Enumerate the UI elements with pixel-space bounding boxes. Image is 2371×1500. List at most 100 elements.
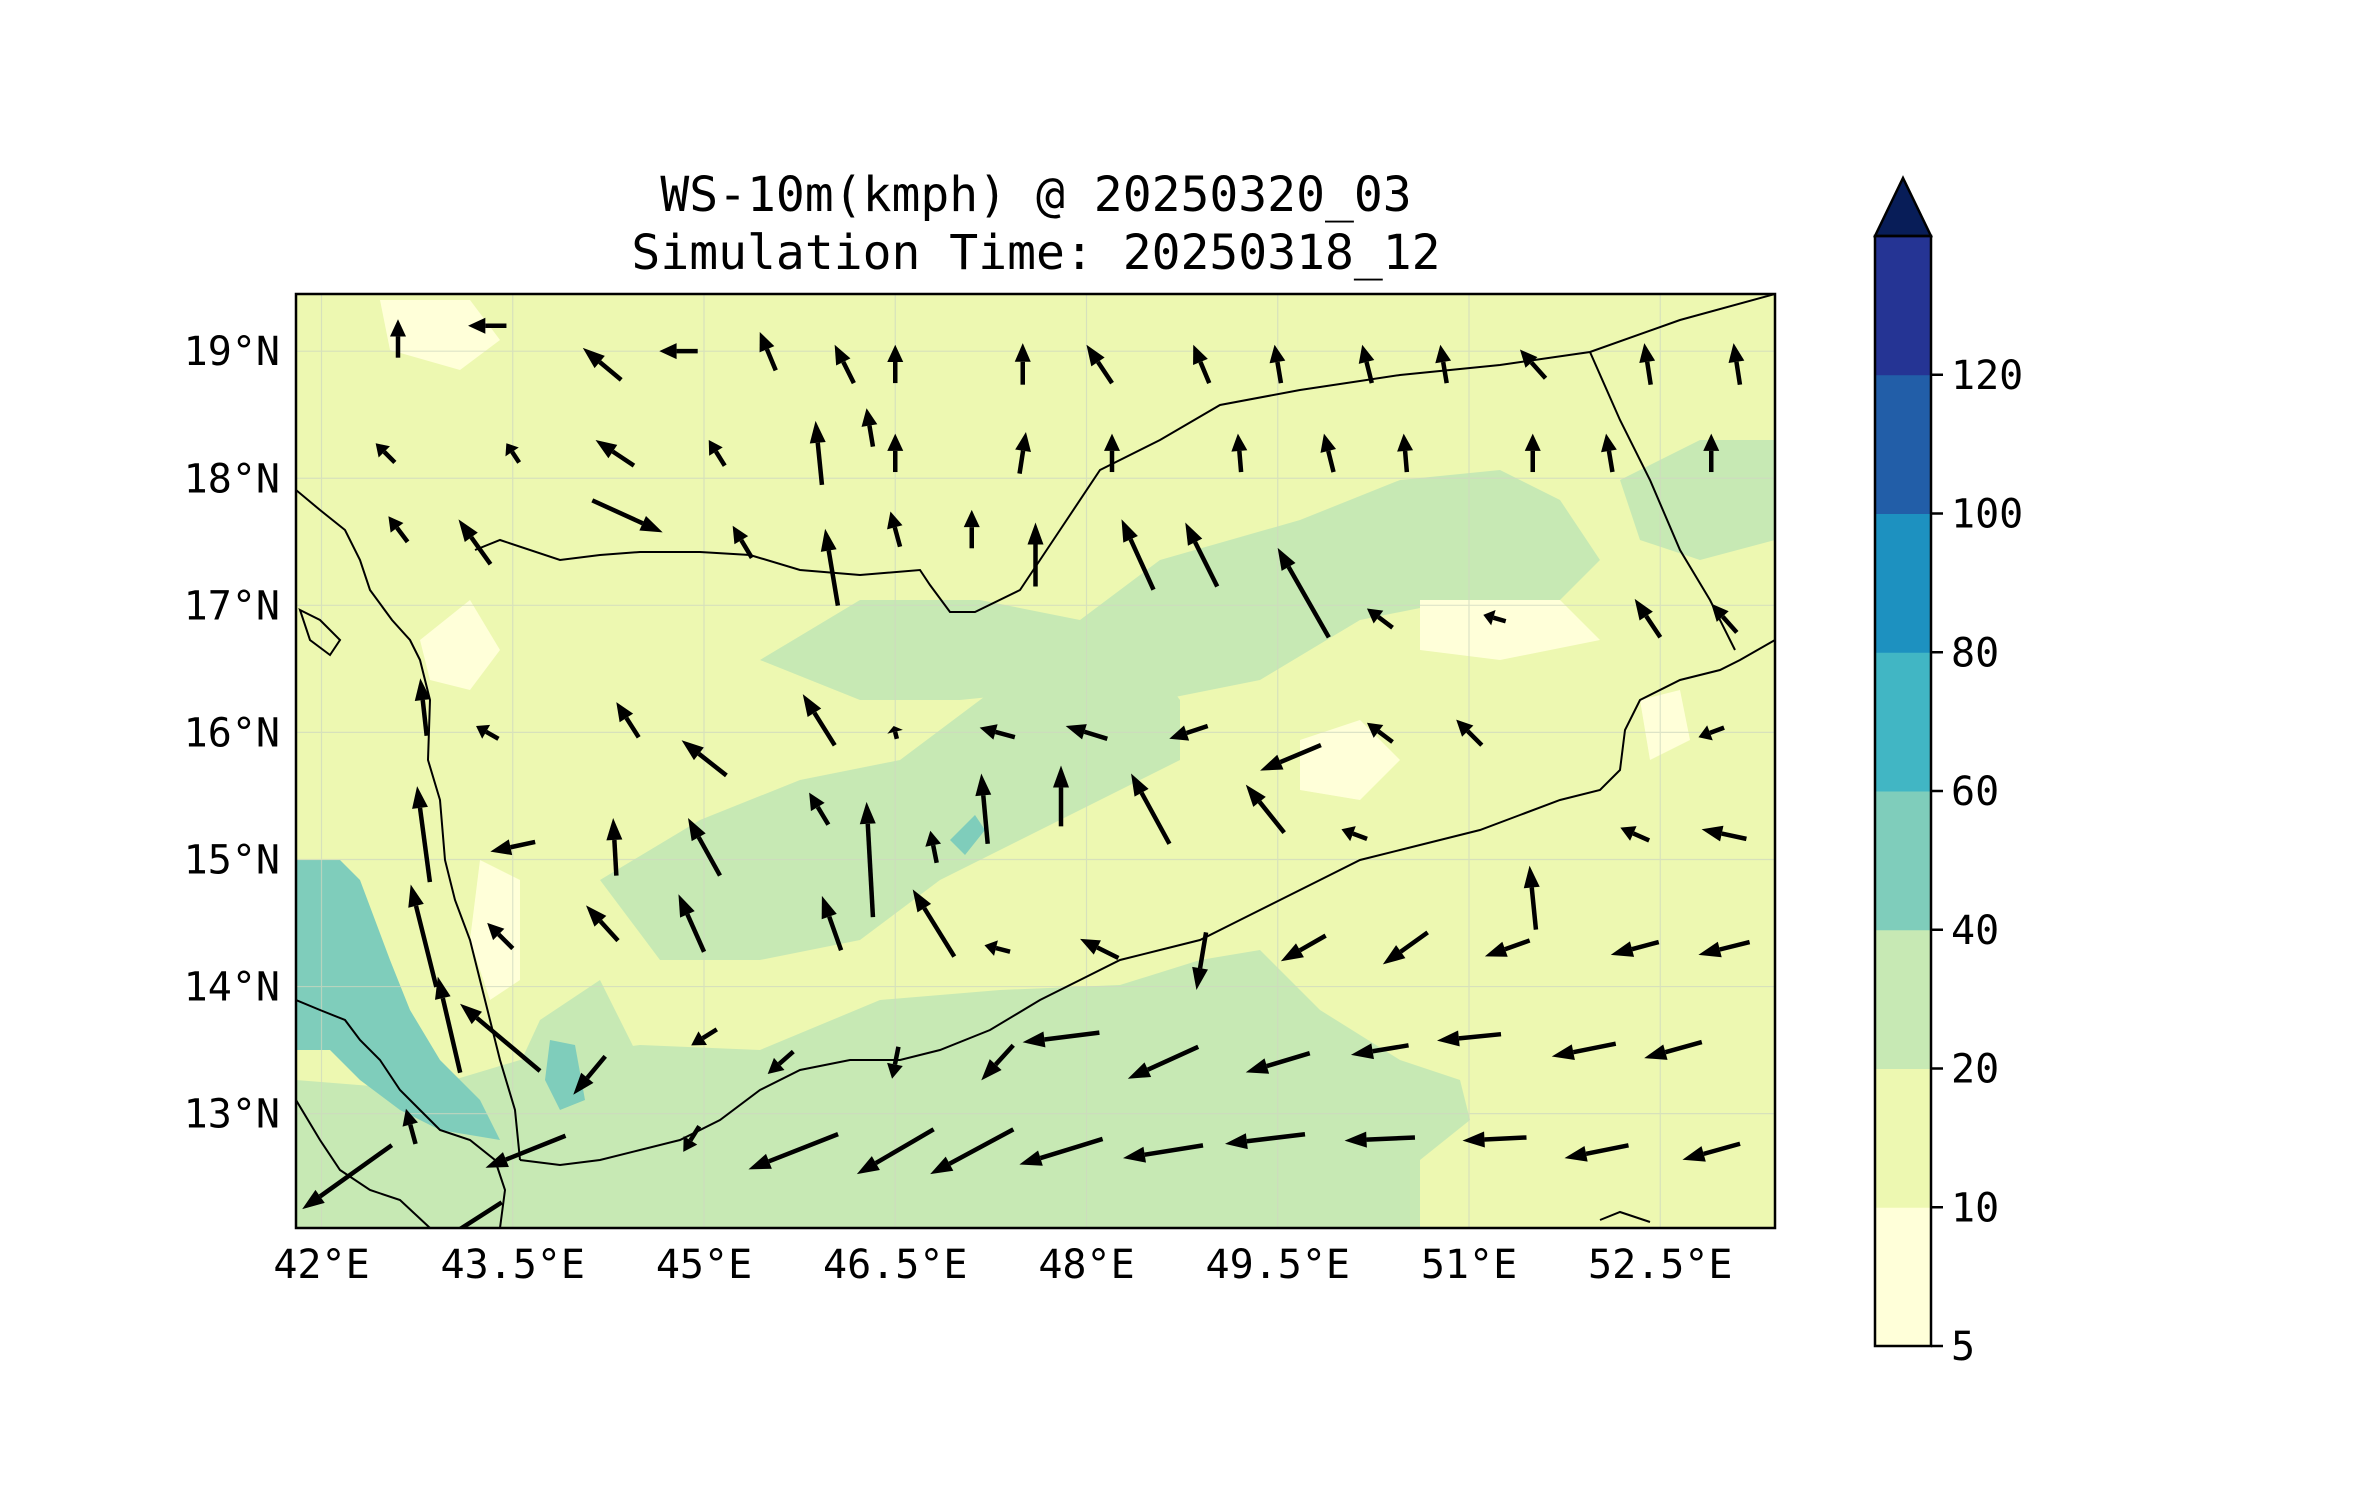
wind-arrow xyxy=(678,894,707,953)
wind-arrow xyxy=(1524,433,1541,473)
wind-arrow xyxy=(1397,433,1414,473)
island-farasan xyxy=(298,608,342,657)
lat-tick-label: 18°N xyxy=(184,456,280,502)
wind-arrow xyxy=(1551,1041,1617,1061)
lon-tick-label: 43.5°E xyxy=(441,1242,586,1288)
wind-arrow xyxy=(759,331,778,372)
wind-arrow xyxy=(1350,1043,1409,1060)
wind-arrow xyxy=(468,317,507,334)
wind-arrow xyxy=(490,839,536,856)
wind-arrow xyxy=(1019,1136,1104,1166)
contour-5-10-f xyxy=(1420,600,1600,660)
wind-arrow xyxy=(1698,939,1751,958)
wind-arrow xyxy=(1634,598,1663,639)
contour-20-40-center xyxy=(600,620,1180,960)
wind-arrow xyxy=(408,884,439,988)
wind-arrow xyxy=(412,786,433,883)
wind-arrow xyxy=(1610,939,1660,957)
wind-arrow xyxy=(1280,933,1327,962)
wind-arrow xyxy=(767,1049,795,1075)
wind-arrow xyxy=(681,740,728,778)
wind-arrow xyxy=(856,1127,935,1175)
wind-arrow xyxy=(1435,344,1452,384)
wind-arrow xyxy=(458,519,493,566)
wind-arrow xyxy=(659,343,698,360)
colorbar-extend-arrow xyxy=(1873,175,1933,238)
wind-arrow xyxy=(1456,719,1484,747)
wind-arrow xyxy=(1644,1039,1703,1060)
wind-arrow xyxy=(1320,433,1337,473)
lat-tick-label: 15°N xyxy=(184,837,280,883)
wind-arrow xyxy=(1260,742,1322,771)
wind-arrow xyxy=(1711,603,1739,634)
wind-arrow xyxy=(963,509,980,549)
wind-arrow xyxy=(979,724,1016,740)
colorbar-segment xyxy=(1875,929,1931,1069)
wind-arrow xyxy=(887,511,903,548)
wind-arrow xyxy=(1620,826,1651,843)
wind-arrow xyxy=(1703,433,1720,473)
lat-tick-label: 16°N xyxy=(184,710,280,756)
wind-arrow xyxy=(1344,1131,1416,1148)
wind-arrow xyxy=(1193,344,1212,384)
wind-arrow xyxy=(1065,724,1108,741)
wind-arrow xyxy=(402,1108,418,1145)
colorbar-segment xyxy=(1875,374,1931,514)
wind-speed-contours xyxy=(296,294,1775,1228)
contour-40-60-redsea xyxy=(296,860,500,1140)
wind-arrow xyxy=(606,817,623,876)
wind-arrow xyxy=(820,528,841,606)
lon-tick-label: 48°E xyxy=(1038,1242,1134,1288)
colorbar-segment xyxy=(1875,791,1931,931)
colorbar-segment xyxy=(1875,236,1931,376)
colorbar-tick-label: 40 xyxy=(1951,908,1999,954)
colorbar-tick-label: 120 xyxy=(1951,353,2023,399)
wind-arrow xyxy=(930,1127,1015,1175)
wind-arrow xyxy=(688,817,722,877)
wind-arrow xyxy=(1437,1030,1502,1047)
wind-arrow xyxy=(912,889,957,958)
island-socotra xyxy=(1599,1210,1651,1223)
contour-20-40-ne xyxy=(1620,440,1775,560)
wind-arrow xyxy=(457,1200,503,1228)
wind-arrow xyxy=(1123,1143,1204,1163)
wind-arrow xyxy=(1601,433,1617,473)
gridlines xyxy=(296,294,1775,1228)
wind-arrow xyxy=(1341,826,1368,842)
wind-arrow xyxy=(375,443,397,465)
wind-arrow xyxy=(984,940,1011,956)
wind-arrow xyxy=(821,895,844,951)
wind-arrow xyxy=(1027,522,1044,587)
contour-5-10-b xyxy=(420,600,500,690)
wind-arrow xyxy=(1564,1143,1629,1162)
wind-arrow xyxy=(1121,519,1156,591)
wind-arrow xyxy=(1053,765,1069,827)
wind-arrow xyxy=(1192,931,1209,990)
map-title: WS-10m(kmph) @ 20250320_03 xyxy=(660,167,1412,223)
wind-arrow xyxy=(591,498,663,533)
lon-tick-label: 45°E xyxy=(656,1242,752,1288)
wind-arrow xyxy=(302,1143,394,1210)
wind-arrow xyxy=(414,678,431,737)
colorbar-tick-label: 100 xyxy=(1951,492,2023,538)
wind-arrow xyxy=(1131,773,1172,845)
wind-arrow xyxy=(388,516,410,544)
lat-tick-label: 14°N xyxy=(184,965,280,1011)
wind-arrow xyxy=(809,420,826,486)
wind-arrow xyxy=(1366,722,1394,744)
wind-arrow xyxy=(861,408,878,447)
lon-tick-label: 42°E xyxy=(273,1242,369,1288)
coastline-gulf-of-aden xyxy=(519,639,1775,1167)
wind-arrow xyxy=(1366,608,1394,630)
colorbar-tick-label: 5 xyxy=(1951,1324,1975,1370)
wind-arrow xyxy=(802,694,837,747)
lat-tick-label: 17°N xyxy=(184,583,280,629)
latitude-tick-labels: 19°N 18°N 17°N 16°N 15°N 14°N 13°N xyxy=(184,329,280,1137)
lon-tick-label: 46.5°E xyxy=(823,1242,968,1288)
wind-arrow xyxy=(1231,433,1248,473)
wind-arrow xyxy=(582,347,623,382)
contour-5-10-e xyxy=(1640,690,1690,760)
colorbar-tick-label: 10 xyxy=(1951,1185,1999,1231)
wind-arrow xyxy=(1682,1141,1741,1162)
